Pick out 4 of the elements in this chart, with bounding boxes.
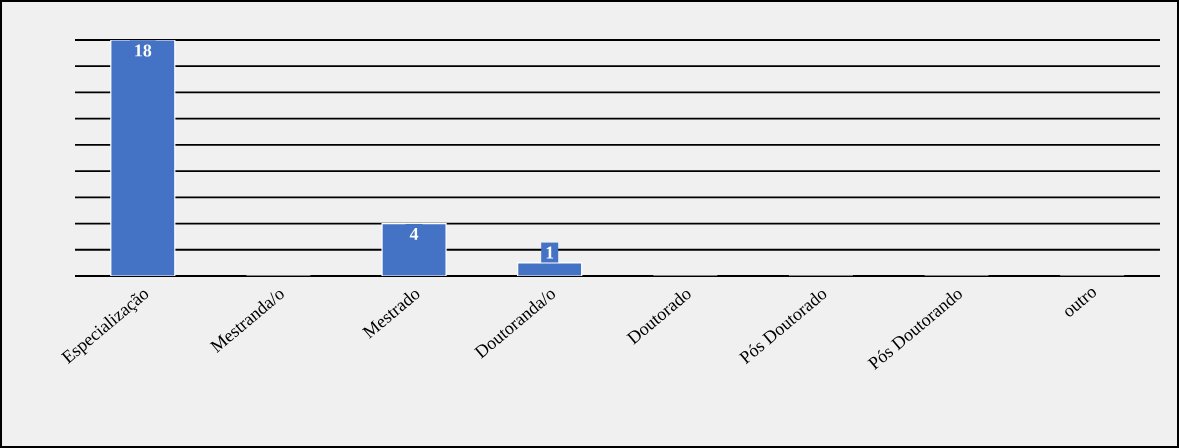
data-label: 18 [135,44,152,57]
x-tick-label: outro [1065,289,1096,317]
data-label: 4 [409,227,419,240]
data-label: 1 [546,246,554,259]
